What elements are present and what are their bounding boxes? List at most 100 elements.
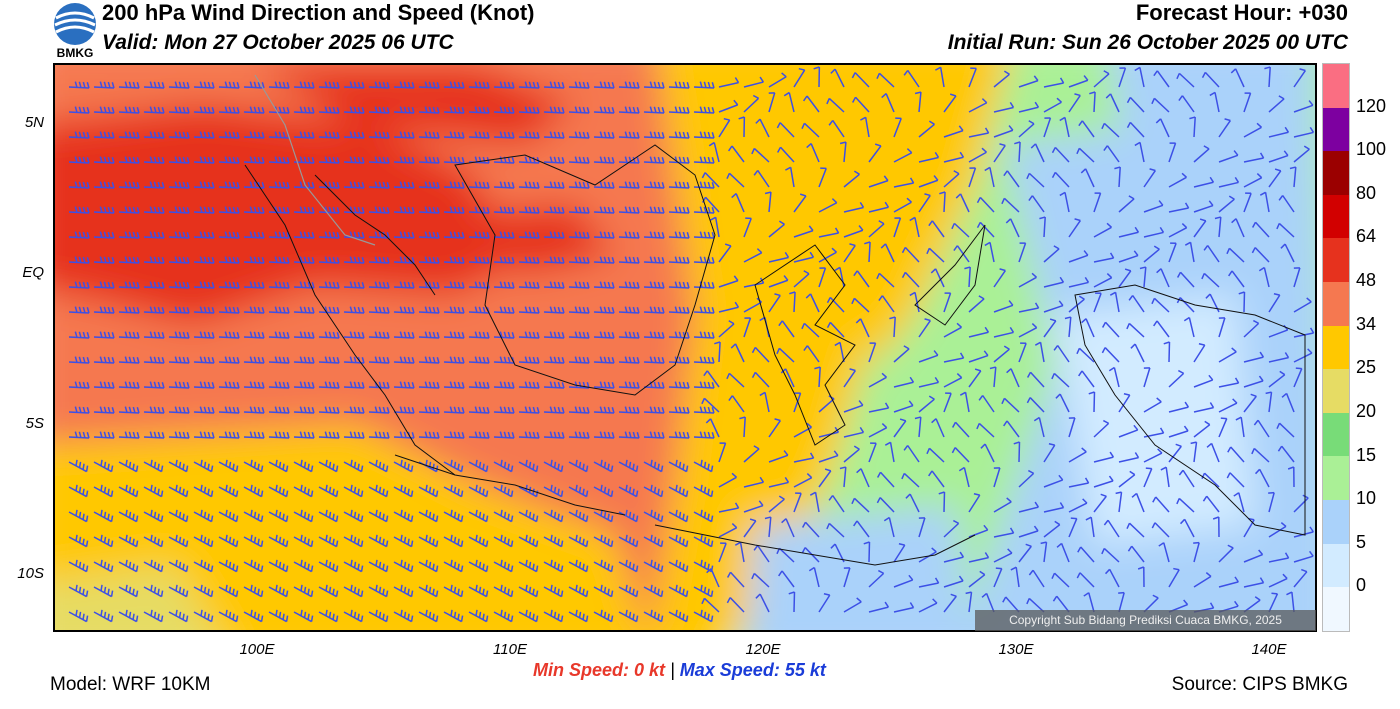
wind-barb-tick [261,407,265,414]
wind-barb-tick [674,431,678,438]
wind-barb-tick [482,463,485,470]
wind-barb-tick [107,381,111,389]
wind-barb [1278,222,1295,238]
wind-barb-tick [407,81,411,89]
wind-barb-tick [225,459,228,466]
wind-barb [568,536,587,548]
wind-barb-tick [1123,392,1130,396]
wind-barb-tick [650,484,653,491]
wind-barb-tick [632,181,636,189]
wind-barb-tick [453,156,457,163]
wind-barb-tick [599,431,603,438]
wind-barb [293,111,315,114]
wind-barb-tick [86,382,90,389]
wind-barb-tick [711,382,715,389]
wind-barb-tick [385,465,389,472]
wind-barb-tick [461,182,465,189]
wind-barb-tick [474,281,478,288]
wind-barb [1029,371,1045,388]
wind-barb-tick [153,611,157,618]
wind-barb-tick [582,431,586,439]
wind-barb-tick [86,182,90,189]
wind-barb-tick [557,331,561,339]
wind-barb-tick [924,318,931,322]
wind-barb-tick [232,488,235,495]
wind-barb [768,517,772,538]
wind-barb-tick [1205,293,1211,299]
wind-barb-tick [378,156,382,163]
wind-barb-tick [286,282,290,289]
wind-barb [443,436,465,439]
wind-barb-tick [624,81,628,88]
wind-barb [518,561,537,573]
wind-barb [218,561,237,573]
wind-barb [343,461,362,473]
wind-barb-tick [486,432,490,439]
initial-run: Initial Run: Sun 26 October 2025 00 UTC [947,31,1348,54]
wind-barb [1018,472,1035,488]
min-speed-value: 0 kt [634,660,666,680]
wind-barb-tick [410,565,414,572]
wind-barb-tick [632,431,636,439]
wind-barb-tick [603,181,607,188]
wind-barb-tick [275,609,278,616]
wind-barb-tick [161,432,165,439]
wind-barb-tick [686,157,690,164]
wind-barb-tick [349,106,353,113]
wind-barb [968,370,982,388]
wind-barb-tick [449,181,453,188]
wind-barb-tick [135,565,139,572]
wind-barb-tick [107,406,111,414]
wind-barb-tick [624,306,628,313]
wind-barb [1028,597,1045,613]
wind-barb-tick [632,206,636,214]
wind-barb-tick [1155,118,1162,124]
wind-barb-tick [958,466,965,472]
wind-barb-tick [282,206,286,214]
wind-barb-tick [86,307,90,314]
colorbar-label: 120 [1356,95,1387,116]
wind-barb-tick [674,306,678,313]
wind-barb-tick [699,256,703,263]
wind-barb [1031,195,1045,213]
wind-barb-tick [905,493,911,499]
wind-barb-tick [703,561,707,568]
wind-barb [868,443,877,463]
wind-barb [293,436,315,439]
wind-barb-tick [686,307,690,314]
wind-barb-tick [132,381,136,389]
wind-barb-tick [524,356,528,363]
wind-barb-tick [751,148,755,155]
wind-barb-tick [111,107,115,114]
wind-barb-tick [1109,291,1116,296]
wind-barb-tick [253,106,257,113]
wind-barb [1168,142,1177,163]
wind-barb-tick [701,196,707,203]
wind-barb [543,286,565,289]
wind-barb-tick [557,488,560,495]
wind-barb-tick [624,356,628,363]
wind-barb-tick [400,559,403,566]
wind-barb [593,261,615,264]
wind-barb-tick [324,331,328,338]
wind-barb-tick [1198,342,1205,346]
wind-barb-tick [178,81,182,88]
wind-barb [143,161,165,164]
wind-barb-tick [1202,495,1208,502]
wind-barb [1168,372,1185,388]
wind-barb-tick [353,156,357,163]
wind-barb-tick [225,559,228,566]
wind-barb-tick [599,181,603,188]
wind-barb-tick [989,366,996,370]
wind-barb-tick [285,540,289,547]
wind-barb-tick [185,590,189,597]
wind-barb [839,267,845,288]
wind-barb-tick [1109,451,1115,458]
wind-barb-tick [111,282,115,289]
wind-barb-tick [475,559,478,566]
wind-barb [1068,482,1089,488]
wind-barb-tick [424,81,428,88]
wind-barb [143,486,162,498]
wind-barb-tick [1025,543,1032,547]
wind-barb-tick [399,381,403,388]
